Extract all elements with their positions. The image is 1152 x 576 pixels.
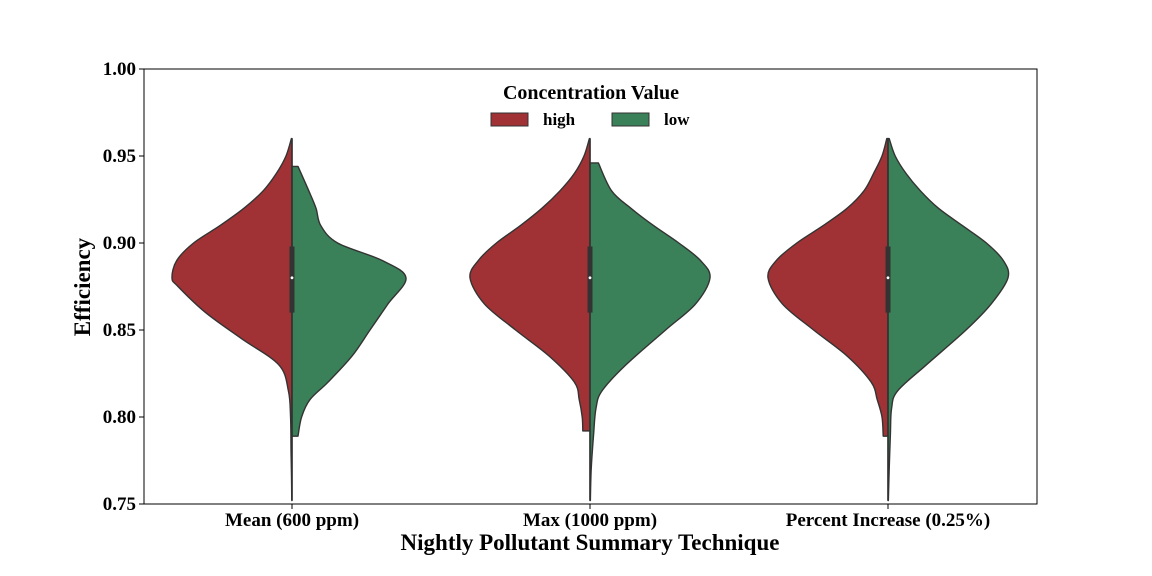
violin-half-low-2: [589, 162, 711, 502]
y-axis: 0.75 0.80 0.85 0.90 0.95 1.00: [103, 59, 144, 515]
violin-half-high-1: [171, 137, 293, 502]
legend-label-low: low: [664, 110, 690, 129]
x-tick-label: Percent Increase (0.25%): [786, 510, 991, 531]
violin-half-low-1: [291, 165, 407, 437]
violin-median-point: [290, 276, 294, 280]
y-tick-label: 0.90: [103, 233, 136, 254]
legend: Concentration Value high low: [490, 82, 690, 129]
violin-half-high-3: [767, 137, 889, 437]
violin-iqr-box: [289, 246, 295, 313]
legend-label-high: high: [543, 110, 576, 129]
violin-median-point: [886, 276, 890, 280]
violin-half-high-2: [469, 137, 591, 432]
y-tick-label: 1.00: [103, 59, 136, 80]
y-tick-label: 0.95: [103, 146, 136, 167]
legend-swatch-low: [611, 112, 650, 127]
violin-iqr-box: [885, 246, 891, 313]
x-axis-title: Nightly Pollutant Summary Technique: [401, 530, 780, 555]
legend-title: Concentration Value: [503, 82, 679, 104]
violins-layer: [171, 137, 1010, 502]
x-tick-label: Max (1000 ppm): [523, 510, 657, 531]
violin-iqr-box: [587, 246, 593, 313]
y-tick-label: 0.80: [103, 407, 136, 428]
violin-half-low-3: [887, 137, 1010, 502]
y-axis-title: Efficiency: [70, 237, 95, 336]
legend-entries: high low: [490, 110, 690, 129]
x-tick-label: Mean (600 ppm): [225, 510, 359, 531]
y-tick-label: 0.85: [103, 320, 136, 341]
violin-median-point: [588, 276, 592, 280]
x-axis: Mean (600 ppm) Max (1000 ppm) Percent Incr…: [225, 504, 990, 531]
legend-swatch-high: [490, 112, 529, 127]
y-tick-label: 0.75: [103, 494, 136, 515]
